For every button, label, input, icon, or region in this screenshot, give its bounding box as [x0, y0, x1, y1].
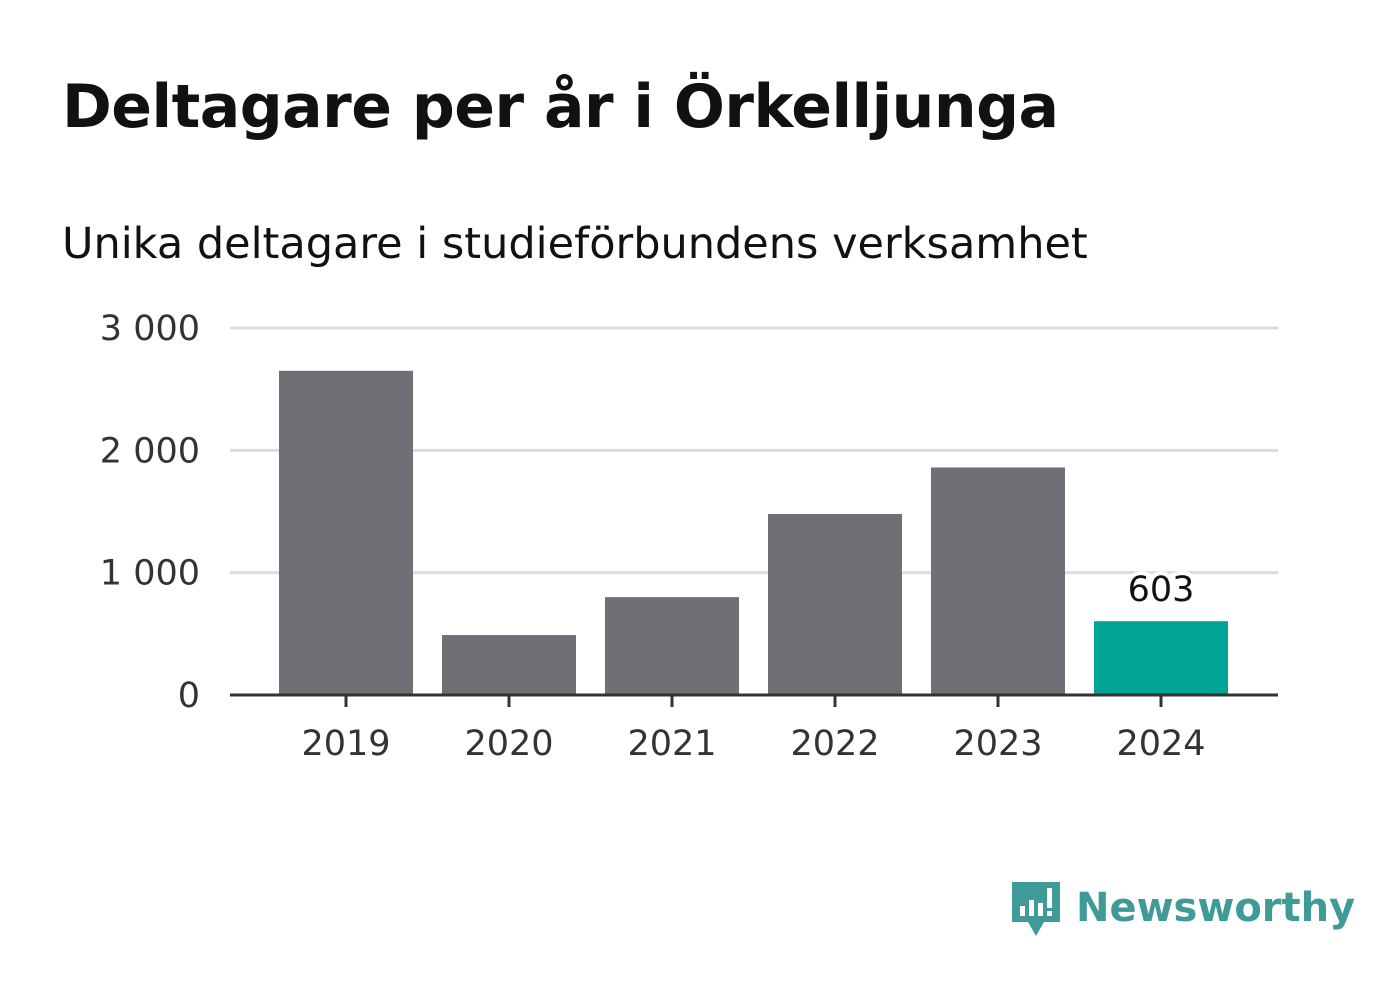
x-tick-label: 2023 [953, 724, 1042, 764]
x-tick-label: 2024 [1116, 724, 1205, 764]
bar-2022 [768, 513, 902, 695]
chart-title: Deltagare per år i Örkelljunga [62, 72, 1059, 142]
y-axis-ticks: 0 1 000 2 000 3 000 [100, 309, 200, 716]
bar-2023 [931, 467, 1065, 695]
newsworthy-logo-icon [1012, 882, 1060, 936]
brand-name: Newsworthy [1076, 885, 1356, 931]
chart-subtitle: Unika deltagare i studieförbundens verks… [62, 219, 1088, 269]
x-tick-label: 2020 [464, 724, 553, 764]
newsworthy-logo: Newsworthy [1010, 878, 1355, 938]
data-labels: 603 [1124, 566, 1199, 614]
data-label: 603 [1128, 570, 1195, 610]
x-axis-ticks: 2019 2020 2021 2022 2023 2024 [301, 695, 1206, 764]
x-tick-label: 2019 [301, 724, 390, 764]
y-tick-label: 1 000 [100, 554, 200, 594]
x-tick-label: 2022 [790, 724, 879, 764]
bar-2021 [605, 597, 739, 695]
bar-2019 [279, 370, 413, 695]
bar-2024 [1094, 621, 1228, 695]
y-tick-label: 2 000 [100, 431, 200, 471]
x-tick-label: 2021 [627, 724, 716, 764]
bar-2020 [442, 635, 576, 695]
y-tick-label: 0 [178, 676, 200, 716]
bars [279, 370, 1228, 695]
y-tick-label: 3 000 [100, 309, 200, 349]
